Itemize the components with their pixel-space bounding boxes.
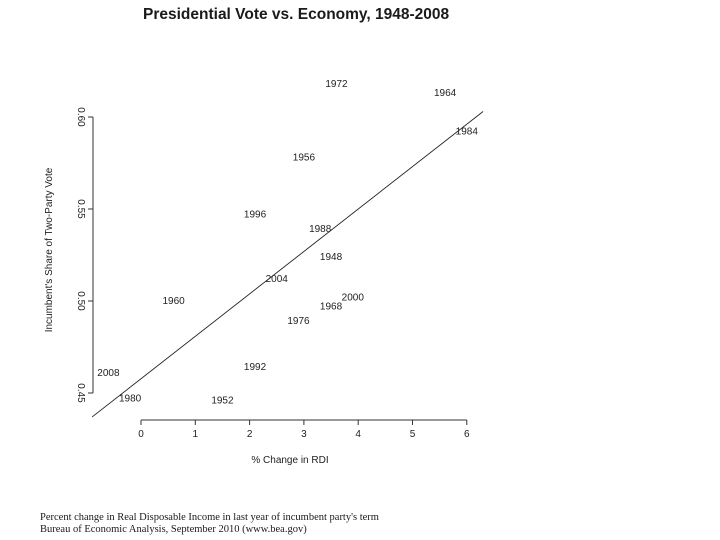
- y-tick-label: 0.60: [75, 107, 86, 127]
- data-points: 1972 1964 1984 1956 1996 1988 1948 2004 2000 1960…: [97, 79, 478, 406]
- point-label-1972: 1972: [325, 79, 348, 90]
- regression-line: [91, 111, 484, 418]
- x-axis-label: % Change in RDI: [251, 455, 328, 466]
- point-label-1996: 1996: [244, 210, 267, 221]
- point-label-2008: 2008: [97, 368, 120, 379]
- x-tick-label: 4: [355, 429, 361, 440]
- caption: Percent change in Real Disposable Income…: [40, 512, 379, 536]
- chart-title: Presidential Vote vs. Economy, 1948-2008: [143, 6, 450, 23]
- x-tick-label: 0: [138, 429, 144, 440]
- caption-line-1: Percent change in Real Disposable Income…: [40, 512, 379, 523]
- point-label-1980: 1980: [119, 394, 142, 405]
- y-tick-label: 0.45: [75, 383, 86, 403]
- point-label-1948: 1948: [320, 252, 343, 263]
- point-label-1992: 1992: [244, 362, 267, 373]
- y-tick-label: 0.50: [75, 291, 86, 311]
- point-label-2004: 2004: [266, 274, 289, 285]
- x-tick-label: 1: [193, 429, 199, 440]
- y-axis-label: Incumbent's Share of Two-Party Vote: [44, 167, 55, 332]
- point-label-1988: 1988: [309, 224, 332, 235]
- point-label-1984: 1984: [456, 127, 479, 138]
- x-tick-label: 5: [410, 429, 416, 440]
- x-tick-label: 3: [301, 429, 307, 440]
- x-tick-label: 6: [464, 429, 470, 440]
- point-label-1964: 1964: [434, 88, 457, 99]
- x-tick-label: 2: [247, 429, 253, 440]
- fit-line-group: [91, 111, 484, 418]
- caption-line-2: Bureau of Economic Analysis, September 2…: [40, 524, 307, 535]
- point-label-1956: 1956: [293, 152, 316, 163]
- axes: 0 1 2 3 4 5 6 % Change in RDI 0.45 0.50 0.55 0.60 In…: [44, 107, 470, 466]
- y-tick-label: 0.55: [75, 199, 86, 219]
- point-label-1960: 1960: [162, 296, 185, 307]
- point-label-1952: 1952: [211, 395, 234, 406]
- point-label-2000: 2000: [342, 292, 365, 303]
- point-label-1976: 1976: [287, 316, 310, 327]
- point-label-1968: 1968: [320, 302, 343, 313]
